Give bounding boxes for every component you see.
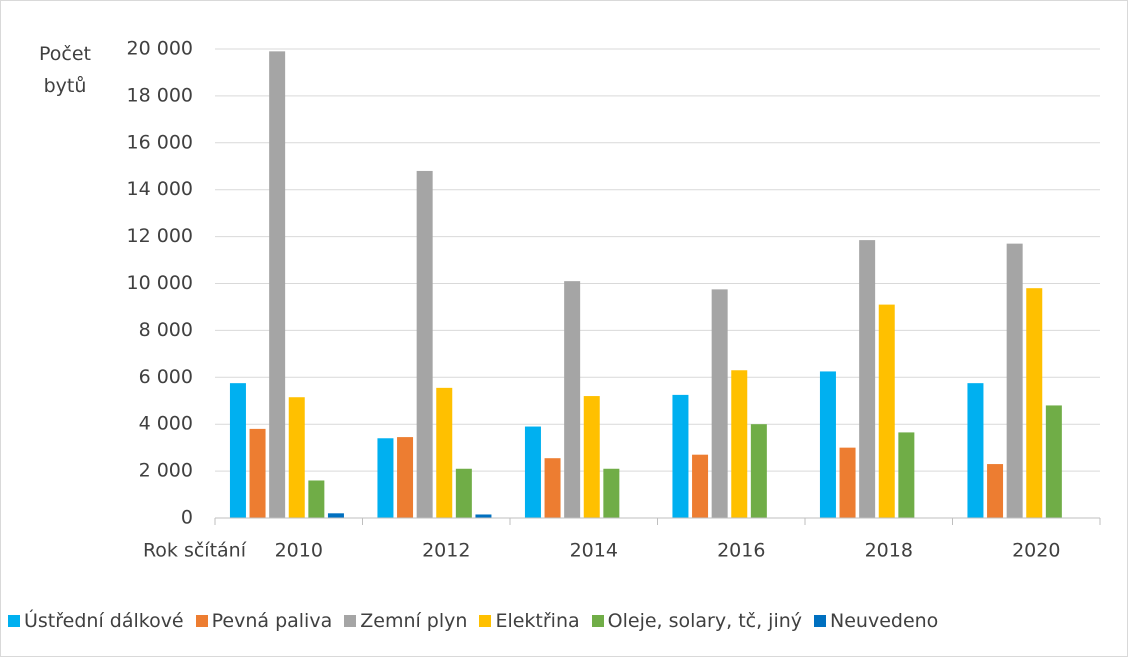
bar <box>564 281 581 518</box>
bar <box>397 437 414 518</box>
legend-item: Oleje, solary, tč, jiný <box>591 610 803 632</box>
x-tick-label: 2012 <box>422 540 470 562</box>
bar <box>288 397 305 518</box>
legend: Ústřední dálkové Pevná paliva Zemní plyn El… <box>8 610 938 632</box>
bar <box>711 289 728 518</box>
bar <box>416 170 433 518</box>
legend-swatch <box>591 615 604 627</box>
x-tick-label: 2016 <box>717 540 765 562</box>
legend-swatch <box>479 615 492 627</box>
legend-label: Zemní plyn <box>360 610 468 632</box>
y-axis-label: Počet bytů <box>39 43 91 97</box>
legend-label: Elektřina <box>495 610 580 632</box>
bar <box>750 424 767 518</box>
y-tick-label: 12 000 <box>127 225 193 247</box>
y-tick-label: 8 000 <box>139 319 193 341</box>
bar <box>475 514 492 518</box>
bar <box>731 370 748 518</box>
y-tick-label: 6 000 <box>139 366 193 388</box>
bar <box>859 240 876 518</box>
bar <box>1026 288 1043 518</box>
y-tick-label: 16 000 <box>127 131 193 153</box>
legend-label: Pevná paliva <box>211 610 333 632</box>
bar <box>692 454 709 518</box>
bar <box>327 513 344 518</box>
bar <box>269 51 286 518</box>
bar <box>1045 405 1062 518</box>
legend-item: Pevná paliva <box>195 610 333 632</box>
bar <box>967 383 984 518</box>
bar <box>898 432 915 518</box>
bar <box>1006 243 1023 518</box>
y-tick-label: 20 000 <box>127 38 193 60</box>
bar <box>524 426 541 518</box>
x-tick-label: 2020 <box>1012 540 1060 562</box>
x-tick-label: 2010 <box>275 540 323 562</box>
legend-item: Elektřina <box>479 610 580 632</box>
x-tick-label: 2014 <box>570 540 618 562</box>
bar <box>878 304 895 518</box>
y-tick-label: 2 000 <box>139 460 193 482</box>
legend-item: Ústřední dálkové <box>8 610 184 632</box>
y-tick-label: 14 000 <box>127 178 193 200</box>
bar <box>308 480 325 518</box>
bar <box>249 428 266 518</box>
y-tick-label: 10 000 <box>127 272 193 294</box>
y-tick-label: 0 <box>181 507 193 529</box>
bar <box>603 468 620 518</box>
bar <box>819 371 836 518</box>
legend-item: Neuvedeno <box>814 610 938 632</box>
bar <box>839 447 856 518</box>
bar <box>229 383 246 518</box>
legend-item: Zemní plyn <box>344 610 467 632</box>
legend-swatch <box>814 615 827 627</box>
legend-label: Ústřední dálkové <box>24 610 184 632</box>
legend-label: Neuvedeno <box>830 610 939 632</box>
legend-swatch <box>195 615 208 627</box>
bar <box>583 396 600 518</box>
legend-swatch <box>8 615 20 627</box>
bar <box>455 468 472 518</box>
x-axis-label: Rok sčítání <box>143 540 247 562</box>
bar <box>987 464 1004 518</box>
y-tick-label: 4 000 <box>139 413 193 435</box>
legend-swatch <box>344 615 357 627</box>
bar <box>436 387 453 518</box>
bar <box>377 438 394 518</box>
bar <box>544 458 561 518</box>
x-tick-label: 2018 <box>865 540 913 562</box>
bar <box>672 394 689 518</box>
legend-label: Oleje, solary, tč, jiný <box>607 610 803 632</box>
y-tick-label: 18 000 <box>127 84 193 106</box>
